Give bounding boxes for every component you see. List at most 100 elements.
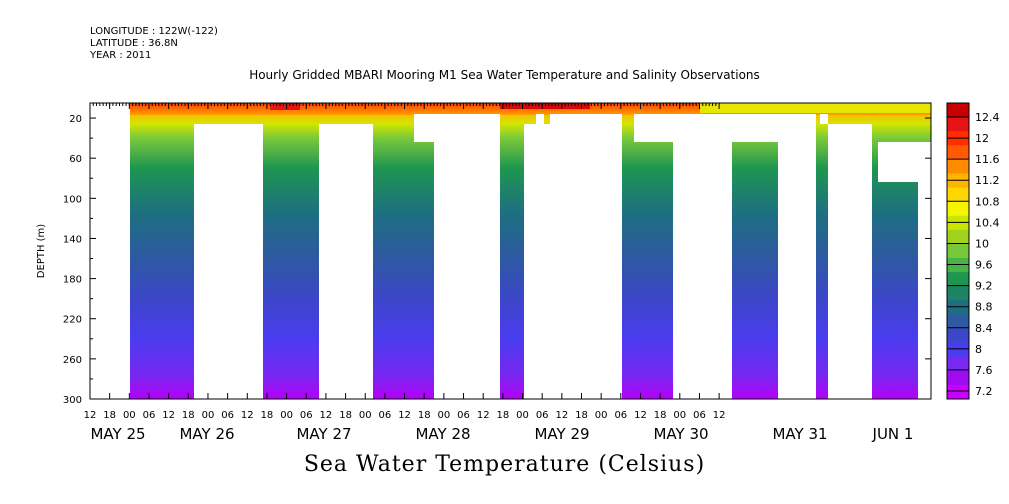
date-label: MAY 30 — [653, 425, 708, 443]
gap-may31b — [828, 124, 872, 399]
gap-may30 — [673, 142, 732, 399]
date-label: MAY 25 — [90, 425, 145, 443]
gap-may30-top — [634, 114, 816, 142]
colorbar-swatch — [947, 243, 969, 259]
x-tick-label: 00 — [280, 410, 293, 421]
gap-jun1-top — [878, 142, 931, 182]
colorbar-label: 11.2 — [975, 174, 1000, 187]
x-tick-label: 06 — [143, 410, 156, 421]
colorbar-swatch — [947, 103, 969, 118]
colorbar-swatch — [947, 201, 969, 217]
colorbar-label: 9.2 — [975, 280, 993, 293]
plot-frame — [89, 102, 932, 400]
colorbar-label: 10 — [975, 237, 989, 250]
colorbar-label: 10.4 — [975, 216, 1000, 229]
y-tick-label: 20 — [69, 114, 82, 125]
colorbar-swatch — [947, 215, 969, 231]
gap-may28-top — [414, 114, 500, 142]
colorbar-swatch — [947, 370, 969, 386]
x-tick-label: 18 — [339, 410, 352, 421]
colorbar-swatch — [947, 117, 969, 132]
date-label: MAY 26 — [179, 425, 234, 443]
x-tick-label: 00 — [595, 410, 608, 421]
x-tick-label: 18 — [261, 410, 274, 421]
y-axis-label: DEPTH (m) — [36, 224, 47, 278]
x-axis-label: Sea Water Temperature (Celsius) — [303, 452, 706, 477]
colorbar-label: 12.4 — [975, 111, 1000, 124]
colorbar-label: 8.4 — [975, 322, 993, 335]
gap-notch — [820, 114, 828, 124]
y-tick-label: 140 — [63, 234, 82, 245]
gap-may29 — [524, 124, 608, 399]
colorbar-swatch — [947, 314, 969, 330]
gap-may29-top — [550, 114, 622, 142]
x-tick-label: 18 — [575, 410, 588, 421]
x-tick-label: 00 — [438, 410, 451, 421]
colorbar-swatch — [947, 258, 969, 273]
x-tick-label: 06 — [379, 410, 392, 421]
colorbar-swatch — [947, 342, 969, 358]
colorbar-label: 10.8 — [975, 195, 1000, 208]
gap-may29-notch — [536, 114, 544, 124]
y-tick-label: 100 — [63, 194, 82, 205]
x-tick-label: 06 — [693, 410, 706, 421]
x-tick-label: 12 — [477, 410, 490, 421]
x-tick-label: 12 — [162, 410, 175, 421]
x-tick-label: 18 — [654, 410, 667, 421]
x-tick-label: 00 — [516, 410, 529, 421]
colorbar-label: 8.8 — [975, 301, 993, 314]
y-tick-label: 300 — [63, 395, 82, 406]
gap-start — [90, 103, 130, 399]
colorbar-label: 7.6 — [975, 364, 993, 377]
date-label: MAY 29 — [534, 425, 589, 443]
x-tick-label: 12 — [320, 410, 333, 421]
x-tick-label: 06 — [614, 410, 627, 421]
x-tick-label: 12 — [241, 410, 254, 421]
gap-end — [918, 182, 931, 399]
x-tick-label: 18 — [418, 410, 431, 421]
chart-title: Hourly Gridded MBARI Mooring M1 Sea Wate… — [249, 68, 760, 82]
x-tick-label: 00 — [202, 410, 215, 421]
x-tick-label: 18 — [496, 410, 509, 421]
axes: 12 18 00 06 12 18 00 06 12 18 00 06 12 18 00 06 12 18 00 06… — [36, 103, 931, 443]
x-tick-label: 12 — [713, 410, 726, 421]
date-label: MAY 28 — [415, 425, 470, 443]
surface-cool-layer — [700, 103, 931, 113]
colorbar: 12.4 12 11.6 11.2 10.8 10.4 10 9.6 9.2 8.8 8.4 8 7.6… — [946, 102, 1000, 400]
y-tick-label: 220 — [63, 315, 82, 326]
colorbar-swatch — [947, 229, 969, 245]
x-tick-label: 00 — [123, 410, 136, 421]
gap-may26 — [194, 124, 263, 399]
x-tick-label: 06 — [221, 410, 234, 421]
colorbar-frame — [946, 102, 970, 400]
gap-may28 — [434, 142, 500, 399]
x-tick-label: 12 — [634, 410, 647, 421]
date-label: MAY 31 — [772, 425, 827, 443]
x-tick-label: 18 — [182, 410, 195, 421]
x-tick-label: 06 — [300, 410, 313, 421]
colorbar-swatch — [947, 286, 969, 301]
colorbar-swatch — [947, 300, 969, 315]
gap-may27 — [319, 124, 373, 399]
colorbar-swatch — [947, 187, 969, 203]
latitude-label: LATITUDE : 36.8N — [90, 38, 178, 49]
x-tick-label: 18 — [103, 410, 116, 421]
y-tick-label: 180 — [63, 275, 82, 286]
longitude-label: LONGITUDE : 122W(-122) — [90, 26, 218, 37]
missing-data-gaps — [90, 103, 931, 399]
x-tick-label: 06 — [536, 410, 549, 421]
year-label: YEAR : 2011 — [90, 50, 152, 61]
colorbar-label: 8 — [975, 343, 982, 356]
gap-may29-side — [608, 142, 622, 399]
x-tick-label: 00 — [673, 410, 686, 421]
colorbar-swatch — [947, 328, 969, 344]
colorbar-swatch — [947, 145, 969, 160]
colorbar-label: 12 — [975, 132, 989, 145]
date-label: MAY 27 — [296, 425, 351, 443]
gap-may31a — [778, 142, 816, 399]
colorbar-swatch — [947, 272, 969, 287]
colorbar-label: 11.6 — [975, 153, 1000, 166]
colorbar-swatch — [947, 159, 969, 174]
x-tick-label: 12 — [84, 410, 97, 421]
